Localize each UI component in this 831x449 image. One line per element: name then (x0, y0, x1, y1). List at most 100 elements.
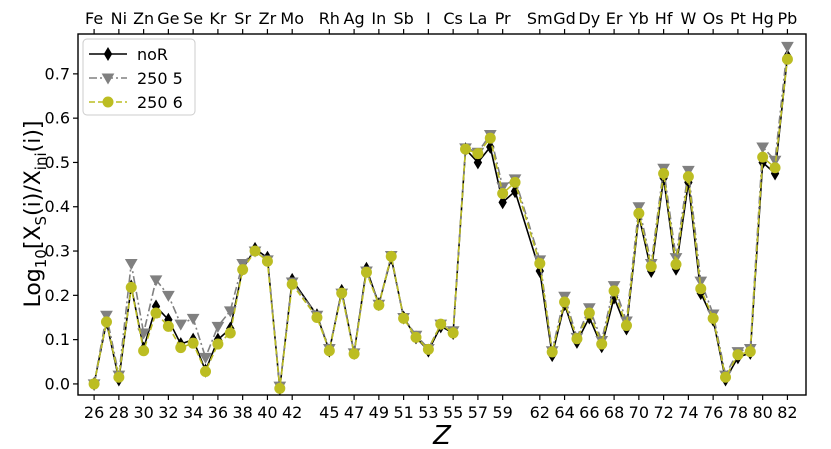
data-point (162, 290, 175, 302)
data-point (658, 168, 670, 180)
data-point (596, 338, 608, 350)
data-point (200, 366, 212, 378)
x-axis-label: Z (432, 421, 452, 449)
data-point (632, 202, 646, 214)
element-label: Zr (259, 9, 277, 28)
x-tick-label: 51 (393, 403, 413, 422)
data-point (633, 207, 645, 219)
data-point (460, 143, 472, 155)
element-label: Pr (495, 9, 511, 28)
element-label: Gd (553, 9, 576, 28)
legend-label: 250 6 (137, 93, 183, 112)
y-axis: 0.0 0.1 0.2 0.3 0.4 0.5 0.6 0.7 (45, 64, 78, 393)
x-tick-label: 26 (84, 403, 104, 422)
data-point (498, 195, 507, 210)
data-point (769, 162, 781, 174)
data-point (509, 176, 521, 188)
x-tick-label: 47 (344, 403, 364, 422)
data-point (88, 378, 100, 390)
data-point (261, 255, 273, 267)
x-tick-label: 66 (579, 403, 599, 422)
data-point (732, 349, 744, 361)
data-point (410, 331, 422, 343)
data-point (199, 352, 212, 364)
x-tick-label: 62 (530, 403, 550, 422)
element-label: Yb (628, 9, 649, 28)
element-label: Kr (209, 9, 226, 28)
data-point (100, 316, 112, 328)
x-tick-label: 42 (282, 403, 302, 422)
data-point (100, 310, 113, 322)
data-point (186, 313, 200, 325)
data-point (311, 311, 323, 323)
element-label: Sr (234, 9, 251, 28)
x-tick-label: 36 (208, 403, 228, 422)
x-tick-label: 53 (418, 403, 438, 422)
plot-area (77, 33, 807, 396)
legend-item: 250 5 (89, 69, 183, 88)
element-label: Ni (111, 9, 127, 28)
data-point (571, 333, 583, 345)
element-label: Sm (527, 9, 553, 28)
data-point (583, 307, 595, 319)
data-point (781, 41, 794, 53)
element-label: Rh (319, 9, 340, 28)
x-tick-label: 70 (629, 403, 649, 422)
x-tick-label: 68 (604, 403, 624, 422)
data-point (113, 371, 125, 383)
data-point (756, 142, 770, 154)
data-point (497, 187, 509, 199)
legend-marker (103, 47, 113, 61)
x-tick-label: 80 (752, 403, 772, 422)
data-point (486, 139, 495, 154)
data-point (781, 53, 793, 65)
data-point (484, 132, 496, 144)
x-tick-label: 32 (158, 403, 178, 422)
legend-label: noR (137, 45, 168, 64)
data-point (422, 343, 434, 355)
data-point (360, 266, 372, 278)
element-label: Se (183, 9, 203, 28)
data-point (435, 318, 447, 330)
x-tick-label: 40 (257, 403, 277, 422)
element-label: La (469, 9, 488, 28)
legend-item: 250 6 (89, 93, 183, 112)
data-point (150, 307, 162, 319)
data-point (473, 155, 483, 170)
data-point (608, 285, 620, 297)
y-tick-label: 0.6 (45, 109, 70, 128)
data-point (744, 346, 756, 358)
x-tick-label: 30 (133, 403, 153, 422)
x-tick-label: 34 (183, 403, 203, 422)
data-point (187, 337, 199, 349)
element-label: Hg (752, 9, 774, 28)
x-tick-label: 72 (653, 403, 673, 422)
element-label: Cs (443, 9, 463, 28)
data-point (223, 306, 237, 318)
data-point (534, 257, 546, 269)
data-point (249, 245, 261, 257)
y-tick-label: 0.5 (45, 153, 70, 172)
data-point (124, 258, 138, 270)
data-point (757, 151, 769, 163)
element-label: Er (606, 9, 623, 28)
legend-marker (102, 96, 114, 108)
data-point (620, 319, 632, 331)
element-label: In (371, 9, 386, 28)
element-label: Ag (344, 9, 365, 28)
data-point (336, 287, 348, 299)
data-point (695, 283, 707, 295)
data-point (559, 296, 571, 308)
x-tick-label: 74 (678, 403, 698, 422)
data-point (496, 182, 510, 194)
x-axis: 26 28 30 32 34 36 38 40 42 45 47 49 51 53 55 57 59 62 64 66… (84, 395, 798, 422)
data-point (224, 327, 236, 339)
element-label: Mo (280, 9, 304, 28)
x-tick-label: 78 (728, 403, 748, 422)
plot-frame (77, 33, 807, 396)
top-axis-elements: Fe Ni Zn Ge Se Kr Sr Zr Mo Rh Ag In Sb I Cs La Pr Sm Gd Dy E… (85, 9, 797, 34)
x-tick-label: 28 (109, 403, 129, 422)
data-point (398, 312, 410, 324)
element-label: Ge (157, 9, 179, 28)
element-label: Pt (730, 9, 746, 28)
